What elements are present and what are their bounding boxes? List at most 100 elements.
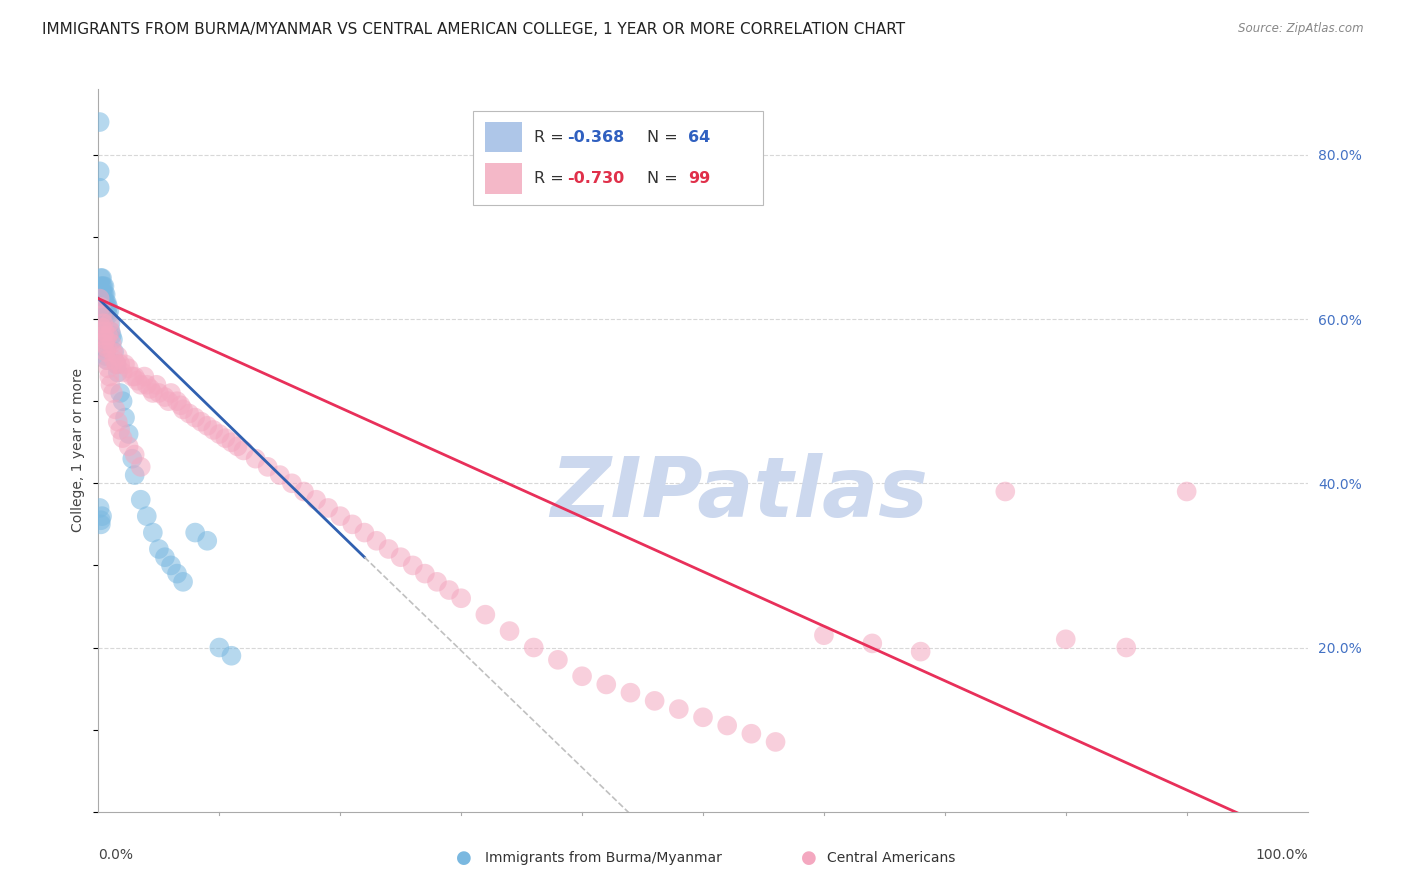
Point — [90, 316, 112, 330]
Point — [668, 702, 690, 716]
Point — [101, 333, 124, 347]
Point — [1054, 632, 1077, 647]
Point — [98, 369, 121, 384]
Point — [93, 279, 115, 293]
Point — [402, 558, 425, 573]
Text: Central Americans: Central Americans — [827, 851, 955, 865]
Point — [94, 345, 117, 359]
Point — [90, 320, 112, 334]
Text: IMMIGRANTS FROM BURMA/MYANMAR VS CENTRAL AMERICAN COLLEGE, 1 YEAR OR MORE CORREL: IMMIGRANTS FROM BURMA/MYANMAR VS CENTRAL… — [42, 22, 905, 37]
Point — [413, 566, 436, 581]
Point — [100, 377, 122, 392]
Point — [195, 418, 218, 433]
Point — [91, 304, 114, 318]
Point — [129, 492, 152, 507]
Point — [195, 533, 218, 548]
Point — [281, 476, 304, 491]
Point — [91, 316, 114, 330]
Point — [329, 509, 352, 524]
Point — [96, 353, 118, 368]
Point — [89, 115, 111, 129]
Point — [100, 316, 122, 330]
Point — [94, 287, 117, 301]
Point — [111, 431, 134, 445]
Point — [208, 427, 231, 442]
Point — [595, 677, 617, 691]
Point — [474, 607, 496, 622]
Point — [93, 325, 115, 339]
Point — [94, 304, 117, 318]
Text: Source: ZipAtlas.com: Source: ZipAtlas.com — [1239, 22, 1364, 36]
Point — [571, 669, 593, 683]
Point — [127, 374, 149, 388]
Point — [114, 410, 136, 425]
Point — [166, 394, 188, 409]
Point — [145, 377, 167, 392]
Point — [93, 287, 115, 301]
Point — [96, 353, 118, 368]
Point — [129, 377, 152, 392]
Point — [100, 325, 122, 339]
Point — [124, 448, 146, 462]
Text: ●: ● — [456, 849, 472, 867]
Point — [232, 443, 254, 458]
Point — [134, 369, 156, 384]
Point — [389, 550, 412, 565]
Point — [100, 328, 122, 343]
Point — [121, 369, 143, 384]
Point — [226, 439, 249, 453]
Point — [160, 386, 183, 401]
Point — [166, 566, 188, 581]
Point — [169, 398, 191, 412]
Point — [124, 468, 146, 483]
Point — [97, 328, 120, 343]
Point — [437, 582, 460, 597]
Point — [172, 574, 194, 589]
Point — [114, 357, 136, 371]
Point — [142, 525, 165, 540]
Point — [90, 300, 112, 314]
Point — [124, 369, 146, 384]
Point — [245, 451, 267, 466]
Text: R =: R = — [534, 129, 568, 145]
Point — [190, 415, 212, 429]
Point — [118, 439, 141, 453]
Point — [94, 295, 117, 310]
Point — [107, 366, 129, 380]
Point — [90, 517, 112, 532]
Point — [184, 525, 207, 540]
Point — [97, 308, 120, 322]
Point — [107, 415, 129, 429]
Point — [184, 410, 207, 425]
Y-axis label: College, 1 year or more: College, 1 year or more — [72, 368, 86, 533]
Point — [179, 407, 201, 421]
Point — [89, 500, 111, 515]
Point — [90, 300, 112, 314]
Point — [101, 345, 124, 359]
Point — [860, 636, 883, 650]
Point — [93, 341, 115, 355]
Point — [91, 320, 114, 334]
Point — [148, 541, 170, 556]
Text: ●: ● — [800, 849, 817, 867]
Point — [96, 304, 118, 318]
Point — [208, 640, 231, 655]
Point — [97, 300, 120, 314]
Point — [103, 353, 125, 368]
Point — [91, 304, 114, 318]
Point — [692, 710, 714, 724]
Point — [98, 304, 121, 318]
Point — [292, 484, 315, 499]
Point — [148, 386, 170, 401]
Point — [93, 295, 115, 310]
Point — [94, 349, 117, 363]
FancyBboxPatch shape — [485, 122, 522, 153]
Text: -0.730: -0.730 — [568, 171, 624, 186]
Point — [305, 492, 328, 507]
Point — [129, 459, 152, 474]
Point — [91, 295, 114, 310]
Point — [221, 648, 243, 663]
Point — [94, 333, 117, 347]
Point — [90, 513, 112, 527]
Point — [93, 336, 115, 351]
